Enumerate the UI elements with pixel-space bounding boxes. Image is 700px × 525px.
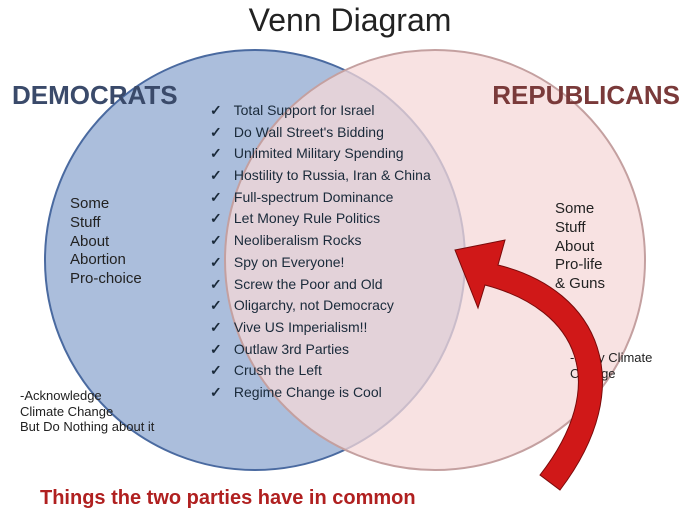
overlap-item-label: Let Money Rule Politics: [230, 210, 380, 226]
checkmark-icon: ✓: [210, 274, 230, 296]
left-footnote: -AcknowledgeClimate ChangeBut Do Nothing…: [20, 388, 154, 435]
overlap-item: ✓ Total Support for Israel: [210, 100, 431, 122]
overlap-item: ✓ Spy on Everyone!: [210, 252, 431, 274]
overlap-item-label: Crush the Left: [230, 362, 322, 378]
overlap-item-label: Do Wall Street's Bidding: [230, 124, 384, 140]
checkmark-icon: ✓: [210, 100, 230, 122]
overlap-item-label: Spy on Everyone!: [230, 254, 344, 270]
overlap-item: ✓ Regime Change is Cool: [210, 382, 431, 404]
overlap-item-label: Neoliberalism Rocks: [230, 232, 361, 248]
checkmark-icon: ✓: [210, 317, 230, 339]
checkmark-icon: ✓: [210, 252, 230, 274]
overlap-item: ✓ Do Wall Street's Bidding: [210, 122, 431, 144]
overlap-item-label: Oligarchy, not Democracy: [230, 297, 394, 313]
checkmark-icon: ✓: [210, 339, 230, 361]
checkmark-icon: ✓: [210, 382, 230, 404]
overlap-item: ✓ Unlimited Military Spending: [210, 143, 431, 165]
overlap-item-label: Outlaw 3rd Parties: [230, 341, 349, 357]
checkmark-icon: ✓: [210, 360, 230, 382]
overlap-item: ✓ Vive US Imperialism!!: [210, 317, 431, 339]
overlap-item-label: Vive US Imperialism!!: [230, 319, 367, 335]
checkmark-icon: ✓: [210, 230, 230, 252]
overlap-item-label: Full-spectrum Dominance: [230, 189, 393, 205]
left-heading: DEMOCRATS: [12, 80, 178, 111]
overlap-item: ✓ Oligarchy, not Democracy: [210, 295, 431, 317]
checkmark-icon: ✓: [210, 122, 230, 144]
diagram-title: Venn Diagram: [249, 2, 452, 39]
overlap-item: ✓ Crush the Left: [210, 360, 431, 382]
checkmark-icon: ✓: [210, 295, 230, 317]
overlap-item-label: Screw the Poor and Old: [230, 276, 383, 292]
overlap-item: ✓ Let Money Rule Politics: [210, 208, 431, 230]
checkmark-icon: ✓: [210, 208, 230, 230]
left-body-text: SomeStuffAboutAbortionPro-choice: [70, 195, 142, 289]
overlap-item-label: Unlimited Military Spending: [230, 145, 404, 161]
overlap-list: ✓ Total Support for Israel✓ Do Wall Stre…: [210, 100, 431, 404]
overlap-item-label: Regime Change is Cool: [230, 384, 382, 400]
overlap-item-label: Total Support for Israel: [230, 102, 374, 118]
overlap-item: ✓ Outlaw 3rd Parties: [210, 339, 431, 361]
arrow-icon: [430, 235, 690, 515]
overlap-item: ✓ Neoliberalism Rocks: [210, 230, 431, 252]
overlap-item: ✓ Full-spectrum Dominance: [210, 187, 431, 209]
checkmark-icon: ✓: [210, 165, 230, 187]
right-heading: REPUBLICANS: [492, 80, 680, 111]
overlap-item: ✓ Screw the Poor and Old: [210, 274, 431, 296]
overlap-item: ✓ Hostility to Russia, Iran & China: [210, 165, 431, 187]
bottom-label: Things the two parties have in common: [40, 487, 416, 510]
overlap-item-label: Hostility to Russia, Iran & China: [230, 167, 431, 183]
checkmark-icon: ✓: [210, 143, 230, 165]
checkmark-icon: ✓: [210, 187, 230, 209]
